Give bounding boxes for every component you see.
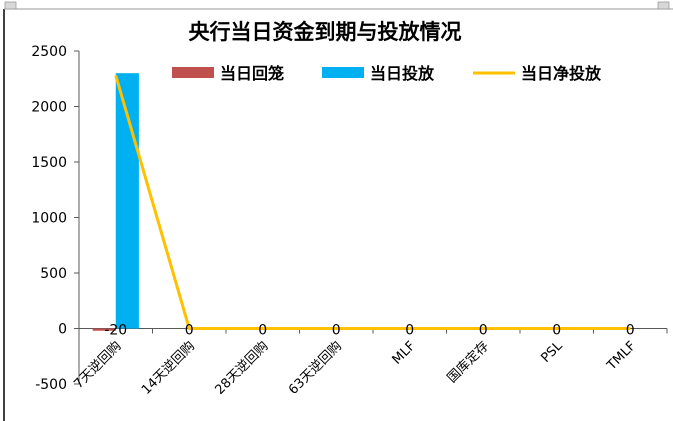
legend-swatch-0 [172,67,214,78]
bars [92,73,139,331]
data-label: -20 [104,323,127,339]
x-tick-label: 国库定存 [444,338,492,386]
y-tick-label: 0 [58,322,67,338]
series-lines [114,75,631,330]
y-tick-label: 1500 [31,155,67,171]
x-tick-label: MLF [390,339,419,368]
y-tick-label: 2500 [31,44,67,60]
legend: 当日回笼 当日投放 当日净投放 [172,64,602,83]
bar-0-0 [92,328,116,331]
x-tick-label: 63天逆回购 [285,338,345,398]
x-tick-label: 14天逆回购 [138,338,198,398]
legend-label-1: 当日投放 [370,64,435,83]
data-labels: -20 0 0 0 0 0 0 0 [104,323,634,339]
data-label: 0 [479,323,488,339]
legend-label-2: 当日净投放 [521,64,602,83]
y-tick-label: 1000 [31,211,67,227]
x-tick-label: PSL [538,338,566,366]
x-tick-labels: 7天逆回购 14天逆回购 28天逆回购 63天逆回购 MLF 国库定存 PSL TMLF [71,338,639,398]
data-label: 0 [626,323,635,339]
y-tick-label: 500 [40,266,67,282]
data-label: 0 [552,323,561,339]
corner-tab [4,1,17,10]
corner-tab [657,1,670,10]
y-tick-label: 2000 [31,100,67,116]
legend-label-0: 当日回笼 [220,64,284,83]
data-label: 0 [185,323,194,339]
x-tick-label: TMLF [604,339,639,374]
chart-title: 央行当日资金到期与投放情况 [189,20,462,44]
y-tick-label: -500 [35,377,67,393]
axes: -500 0 500 1000 1500 2000 2500 [31,44,668,393]
line-series-2 [114,75,631,330]
x-tick-label: 28天逆回购 [212,338,272,398]
data-label: 0 [405,323,414,339]
data-label: 0 [258,323,267,339]
legend-swatch-1 [322,67,364,78]
data-label: 0 [332,323,341,339]
